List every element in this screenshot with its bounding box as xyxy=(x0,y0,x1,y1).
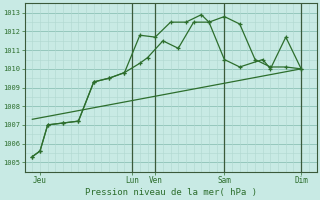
X-axis label: Pression niveau de la mer( hPa ): Pression niveau de la mer( hPa ) xyxy=(84,188,257,197)
